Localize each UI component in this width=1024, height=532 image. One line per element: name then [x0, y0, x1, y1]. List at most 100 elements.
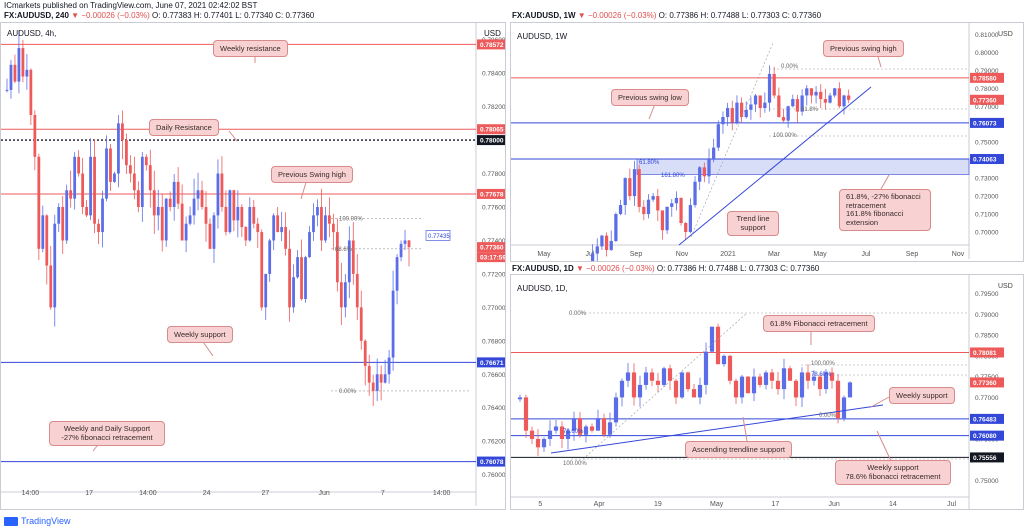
chart-panel-1w[interactable]: 0.81000 0.80000 0.79000 0.78000 0.77000 0.760… [510, 22, 1024, 262]
chart-4h-svg[interactable]: 0.786000.784000.782000.780000.778000.776… [1, 23, 506, 510]
candle-body [799, 372, 805, 398]
price-tag [477, 357, 505, 368]
candle-body [637, 169, 641, 207]
fib-label: 0.00% [781, 64, 799, 70]
candle-body [565, 430, 571, 439]
candle-body [809, 88, 814, 96]
bubble-text: Weekly and Daily Support -27% fibonacci … [61, 424, 153, 442]
candle-body [814, 91, 818, 96]
y-tick-label: 0.75000 [975, 140, 999, 147]
candle-body [721, 355, 727, 365]
candle-body [777, 95, 781, 118]
symbol-ohlc: FX:AUDUSD, 240 ▼ −0.00026 (−0.03%) O: 0.… [4, 11, 314, 21]
candle-body [553, 426, 559, 431]
candle-body [128, 165, 132, 174]
candle-body [679, 372, 685, 398]
chart-panel-1d[interactable]: 0.795000.790000.785000.780000.775000.770… [510, 274, 1024, 510]
candle-body [837, 88, 841, 107]
ascending-trendline [550, 404, 884, 454]
candle-body [164, 198, 168, 241]
x-tick-label: Sep [906, 251, 919, 258]
price-tag-label: 0.75556 [973, 455, 997, 462]
candle-body [571, 418, 577, 431]
candle-body [583, 426, 589, 435]
x-tick-label: Nov [952, 251, 965, 258]
chart-panel-4h[interactable]: 0.786000.784000.782000.780000.778000.776… [0, 22, 506, 510]
candle-body [614, 214, 618, 241]
y-tick-label: 0.76400 [482, 405, 506, 412]
candle-body [517, 397, 523, 400]
x-tick-label: 14:00 [22, 490, 40, 497]
y-tick-label: 0.76200 [482, 439, 506, 446]
price-tag-label: 0.76073 [973, 120, 997, 127]
candle-body [763, 372, 769, 385]
chart-1w-svg[interactable]: 0.81000 0.80000 0.79000 0.78000 0.77000 0.760… [511, 23, 1024, 262]
price-tag [970, 94, 1004, 105]
candle-body [5, 89, 9, 91]
candle-body [665, 206, 669, 231]
candle-body [655, 380, 661, 385]
candle-body [17, 48, 21, 82]
candle-body [646, 199, 651, 215]
candle-body [649, 372, 655, 381]
candle-body [312, 215, 315, 233]
candle-body [660, 210, 665, 231]
candle-body [300, 257, 303, 299]
candle-body [21, 48, 25, 77]
fib-label: 100.00% [563, 461, 587, 467]
candle-body [144, 156, 148, 166]
candle-body [739, 102, 744, 118]
y-tick-label: 0.77800 [482, 171, 506, 178]
y-tick-label: 0.76000 [482, 472, 506, 479]
candle-body [363, 340, 367, 366]
candle-body [339, 282, 343, 308]
candle-body [316, 206, 319, 216]
y-tick-label: 0.70000 [975, 230, 999, 237]
candle-body [152, 190, 156, 216]
currency-label: USD [998, 31, 1013, 38]
candle-body [379, 374, 383, 383]
candle-body [37, 156, 41, 249]
candle-body [697, 384, 703, 398]
candle-body [842, 95, 846, 107]
bubble-weekly-resistance: Weekly resistance [213, 40, 288, 57]
candle-body [595, 418, 601, 431]
candle-body [391, 290, 395, 358]
candle-body [25, 69, 29, 77]
x-tick-label: 7 [381, 490, 385, 497]
candle-body [601, 418, 607, 435]
price-tag [477, 135, 505, 146]
bubble-weekly-daily-support: Weekly and Daily Support -27% fibonacci … [49, 421, 165, 446]
chart-1d-svg[interactable]: 0.795000.790000.785000.780000.775000.770… [511, 275, 1024, 510]
candle-body [89, 156, 92, 216]
candle-body [125, 140, 128, 166]
price-tag-label: 0.78065 [480, 127, 504, 134]
candle-body [685, 372, 691, 390]
bubble-text: Trend line support [736, 214, 770, 232]
candle-body [618, 205, 623, 215]
candle-body [787, 368, 793, 381]
candle-body [829, 372, 835, 381]
price-tag [970, 72, 1004, 83]
candle-body [735, 102, 739, 123]
candle-body [304, 257, 307, 299]
y-tick-label: 0.72000 [975, 194, 999, 201]
candle-body [109, 148, 112, 182]
candle-body [661, 368, 667, 385]
candle-body [168, 198, 172, 207]
y-tick-label: 0.77200 [482, 271, 506, 278]
candle-body [331, 223, 335, 233]
price-tag-label: 0.78580 [973, 75, 997, 82]
y-tick-label: 0.77000 [975, 395, 999, 402]
y-tick-label: 0.81000 [975, 32, 999, 39]
candle-body [355, 273, 359, 308]
x-tick-label: 17 [85, 490, 93, 497]
candle-body [670, 203, 674, 207]
panel-header-1d-line: FX:AUDUSD, 1D ▼ −0.00026 (−0.03%) O: 0.7… [512, 264, 819, 273]
candle-body [232, 190, 236, 221]
candle-body [709, 326, 715, 352]
candle-body [176, 181, 180, 204]
tradingview-footer[interactable]: TradingView [4, 516, 71, 526]
price-tag-label: 03:17:59 [480, 255, 506, 262]
candle-body [97, 223, 100, 233]
